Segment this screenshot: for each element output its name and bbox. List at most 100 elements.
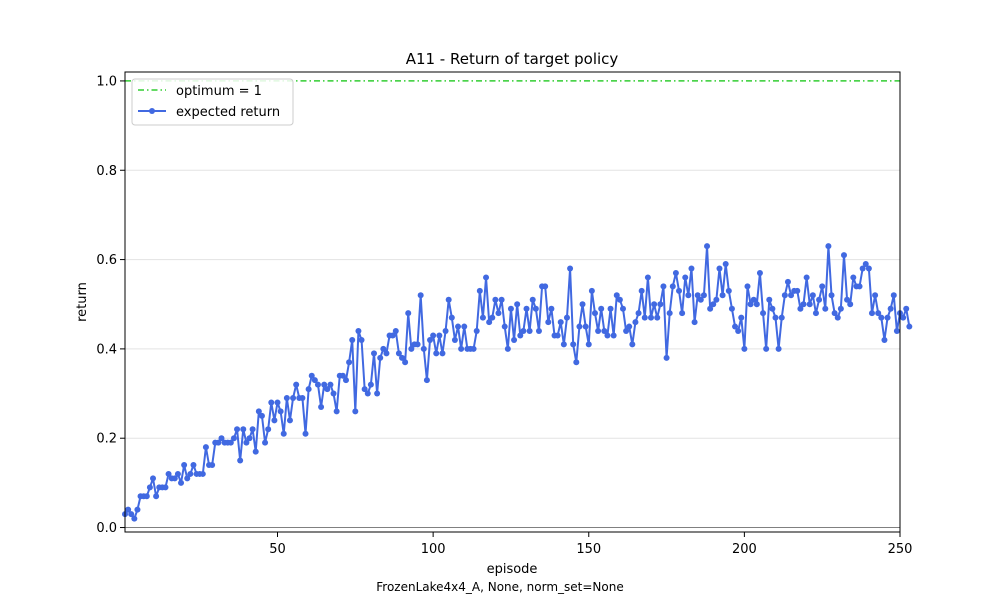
data-point [265,426,272,433]
data-point [520,328,527,335]
data-point [504,345,511,352]
data-point [395,350,402,357]
data-point [227,439,234,446]
data-point [451,336,458,343]
data-point [430,332,437,339]
data-point [797,305,804,312]
data-point [402,359,409,366]
data-point [286,417,293,424]
data-point [408,345,415,352]
legend-expected-return-label: expected return [176,105,280,120]
data-point [738,314,745,321]
data-point [367,381,374,388]
data-point [237,457,244,464]
data-point [380,345,387,352]
data-point [775,345,782,352]
data-point [405,310,412,317]
data-point [271,417,278,424]
data-point [125,506,132,513]
data-point [209,462,216,469]
data-point [868,310,875,317]
legend-optimum-label: optimum = 1 [176,84,262,99]
data-point [760,310,767,317]
data-point [507,305,514,312]
data-point [859,265,866,272]
data-point [812,310,819,317]
data-point [632,319,639,326]
data-point [174,470,181,477]
data-point [529,296,536,303]
data-point [732,323,739,330]
data-point [728,305,735,312]
data-point [560,341,567,348]
data-point [374,390,381,397]
y-tick-label: 0.8 [96,164,117,179]
data-point [837,305,844,312]
y-tick-label: 0.4 [96,342,117,357]
data-point [713,296,720,303]
data-point [414,341,421,348]
data-point [311,377,318,384]
data-point [893,328,900,335]
data-point [150,475,157,482]
data-point [887,305,894,312]
data-point [134,506,141,513]
data-point [262,439,269,446]
data-point [352,408,359,415]
data-point [803,274,810,281]
data-point [542,283,549,290]
data-point [704,243,711,250]
data-point [268,399,275,406]
data-point [433,350,440,357]
data-point [283,395,290,402]
plot-frame [124,71,901,533]
data-point [875,310,882,317]
data-point [461,323,468,330]
data-point [744,283,751,290]
data-point [725,287,732,294]
data-point [651,301,658,308]
data-point [825,243,832,250]
data-point [165,470,172,477]
data-point [458,345,465,352]
data-point [906,323,913,330]
data-point [663,354,670,361]
data-point [476,287,483,294]
data-point [190,462,197,469]
data-point [831,310,838,317]
data-point [202,444,209,451]
data-point [710,301,717,308]
series-layer [122,243,913,522]
data-point [162,484,169,491]
data-point [258,412,265,419]
data-point [492,296,499,303]
data-point [417,292,424,299]
data-point [355,328,362,335]
data-point [557,319,564,326]
data-point [884,314,891,321]
data-point [333,408,340,415]
data-point [184,475,191,482]
data-point [230,435,237,442]
data-point [822,305,829,312]
y-tick-label: 0.0 [96,521,117,536]
data-point [146,484,153,491]
data-point [153,493,160,500]
y-tick-label: 0.6 [96,253,117,268]
data-point [535,328,542,335]
data-point [784,278,791,285]
data-point [669,283,676,290]
data-point [514,301,521,308]
data-point [377,354,384,361]
data-point [290,395,297,402]
data-point [601,328,608,335]
data-point [579,301,586,308]
data-point [607,305,614,312]
data-point [648,314,654,321]
data-point [131,515,138,522]
data-point [573,359,580,366]
data-point [840,252,847,259]
data-point [616,296,623,303]
data-point [330,390,337,397]
